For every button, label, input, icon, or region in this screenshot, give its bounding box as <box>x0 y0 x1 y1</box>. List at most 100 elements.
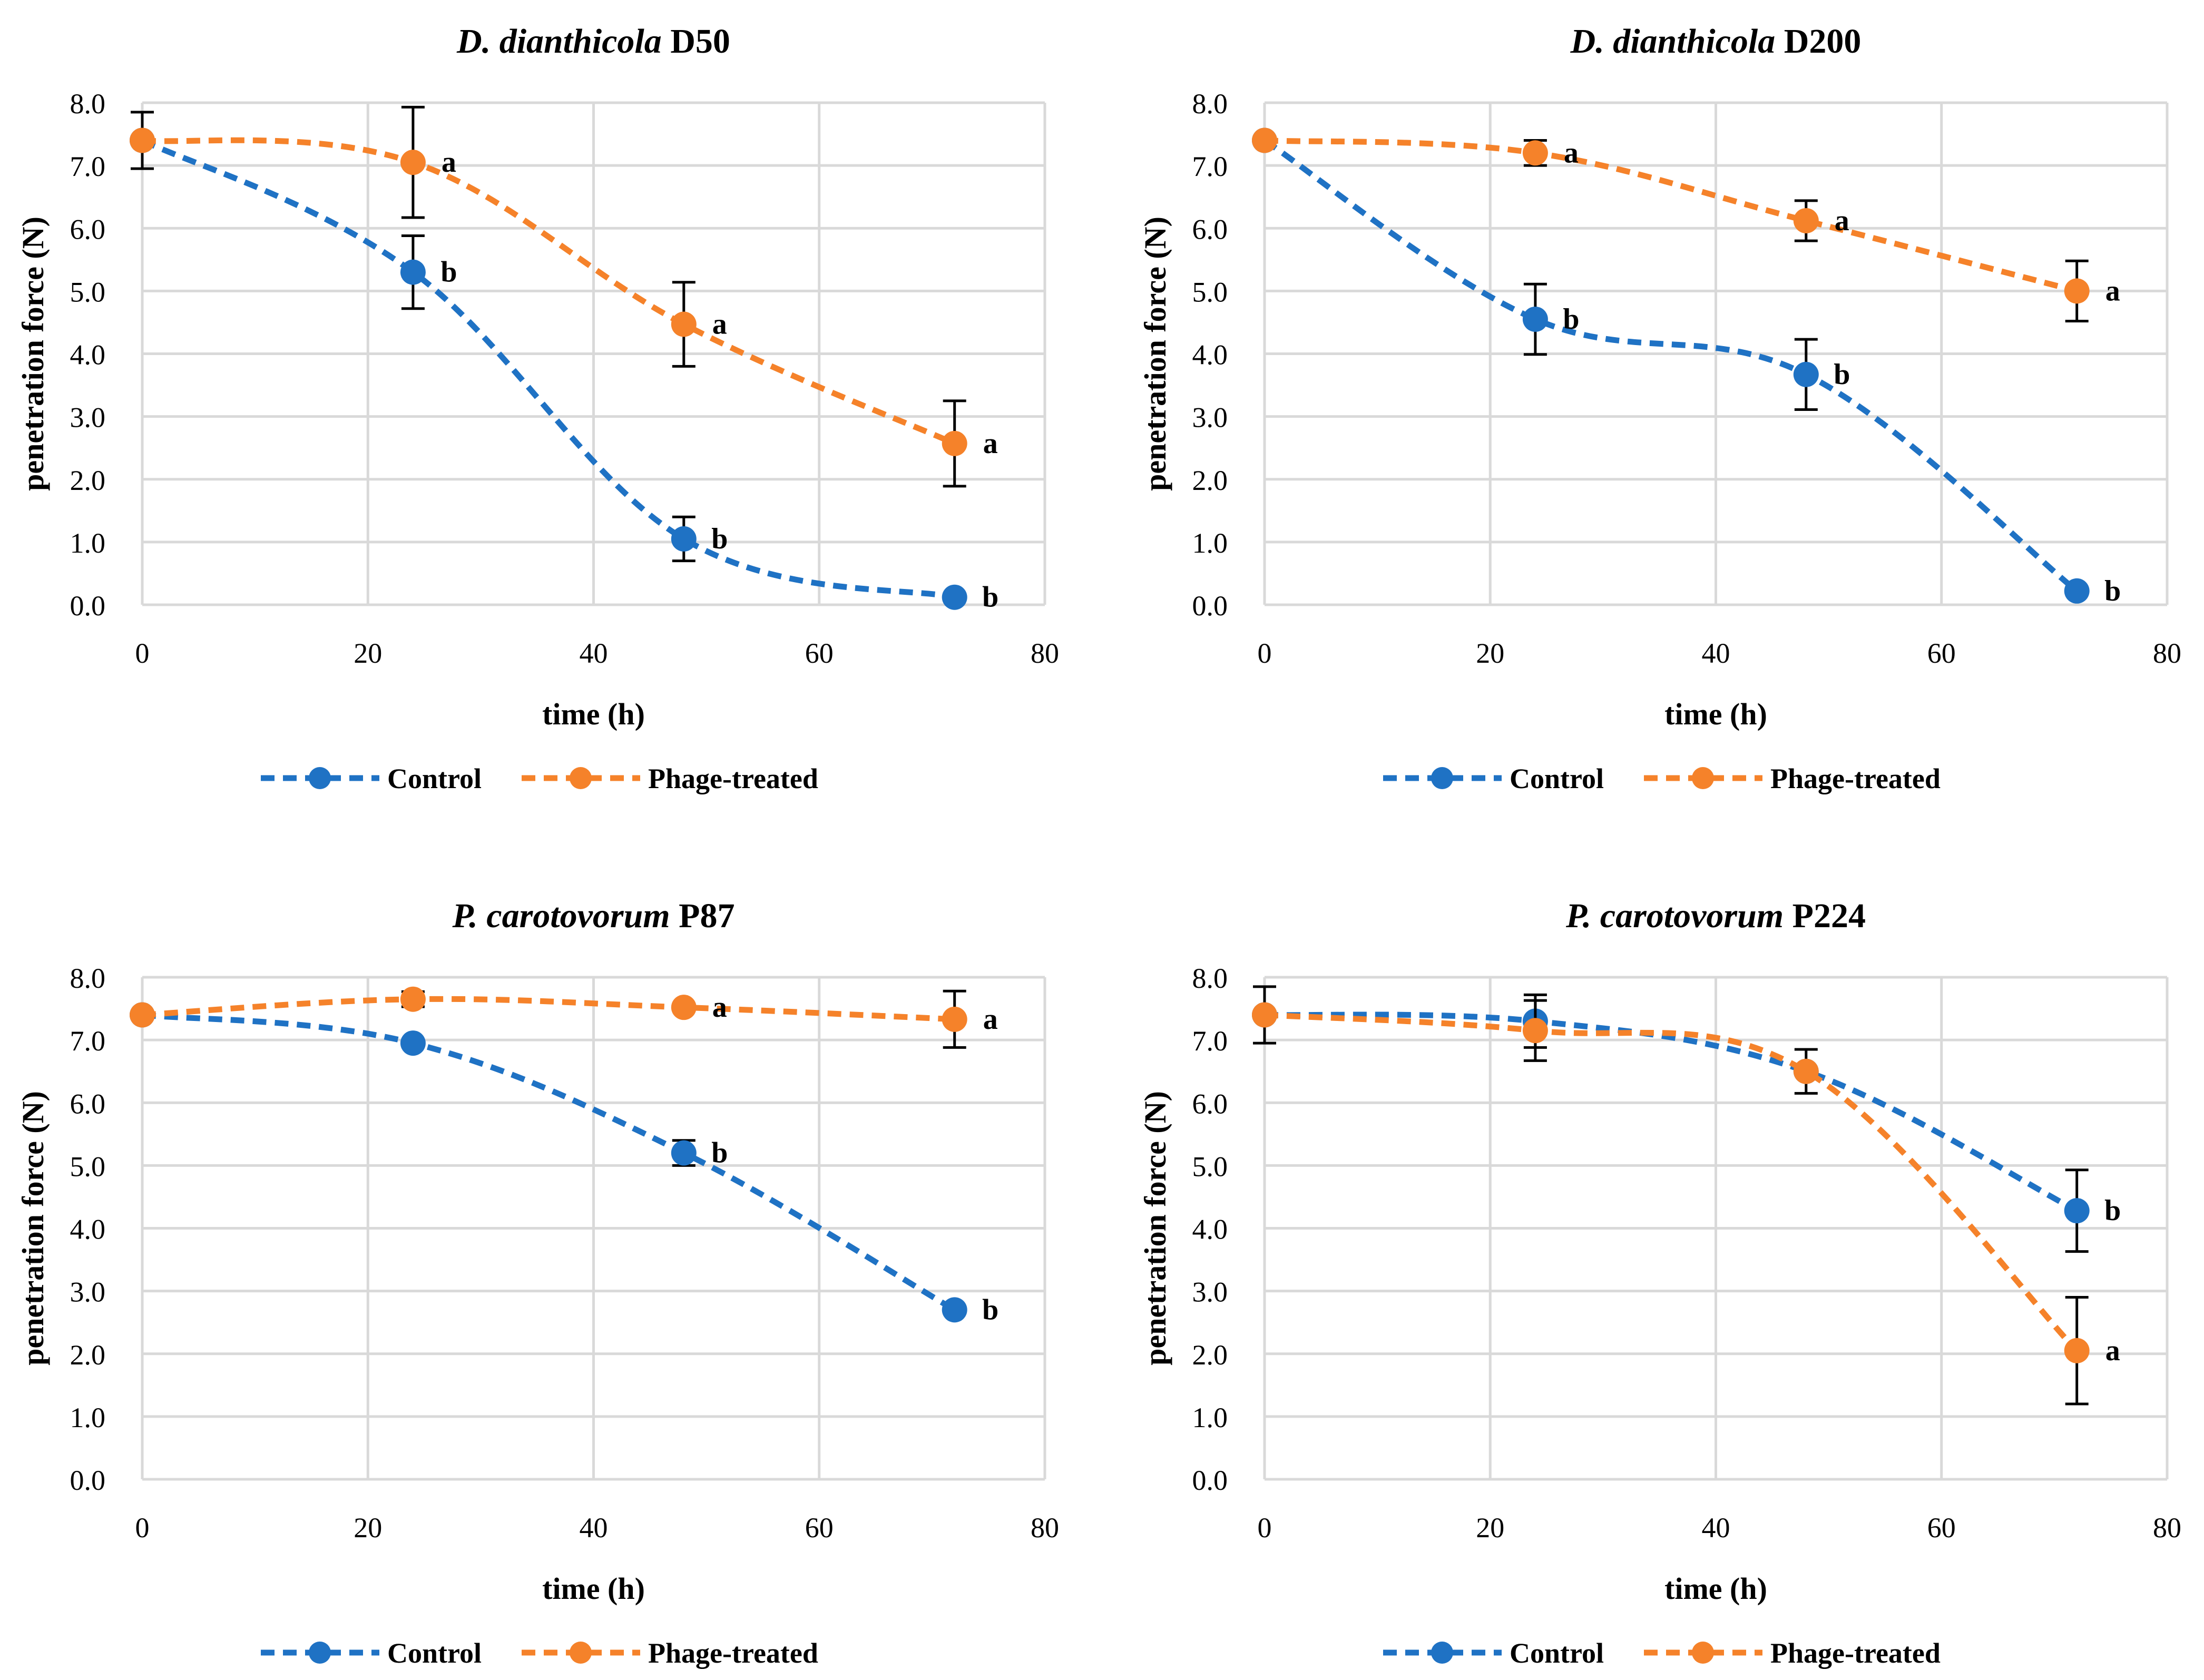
x-tick-label: 20 <box>1476 637 1504 669</box>
legend: Control Phage-treated <box>261 763 818 794</box>
data-point <box>671 526 697 552</box>
data-point <box>942 1297 967 1323</box>
chart-title: P. carotovorum P87 <box>452 897 735 935</box>
x-tick-label: 60 <box>805 637 834 669</box>
y-tick-label: 7.0 <box>1192 151 1228 182</box>
data-point <box>1793 361 1819 387</box>
series-control: bb <box>130 1002 998 1326</box>
significance-letter: b <box>2104 1194 2121 1227</box>
chart-title-strain: D50 <box>670 22 730 61</box>
y-tick-label: 2.0 <box>1192 465 1228 496</box>
x-tick-label: 40 <box>1702 637 1730 669</box>
significance-letter: a <box>1835 204 1849 237</box>
y-tick-label: 4.0 <box>70 339 106 371</box>
legend-label: Control <box>387 763 482 794</box>
chart-panel-4: P. carotovorum P224 0.0 1.0 2.0 3.0 4.0 5.0 6.0… <box>1138 897 2181 1669</box>
data-point <box>942 584 967 610</box>
legend-swatch-marker <box>309 767 331 789</box>
y-tick-label: 2.0 <box>70 1339 106 1371</box>
significance-letter: a <box>2105 274 2120 307</box>
series-phage-treated: a a a <box>130 105 998 488</box>
legend-label: Control <box>1510 763 1604 794</box>
data-point <box>1522 1018 1548 1044</box>
data-point <box>1793 208 1819 233</box>
x-axis-label: time (h) <box>1664 697 1767 731</box>
y-tick-label: 5.0 <box>70 1151 106 1182</box>
legend-label: Phage-treated <box>1770 1637 1941 1669</box>
legend-label: Control <box>387 1637 482 1669</box>
legend: Control Phage-treated <box>1383 763 1941 794</box>
series-control: b <box>1252 985 2121 1253</box>
y-tick-label: 6.0 <box>1192 1088 1228 1119</box>
x-axis-label: time (h) <box>542 1571 645 1606</box>
y-tick-label: 6.0 <box>70 1088 106 1119</box>
y-tick-label: 3.0 <box>1192 1276 1228 1308</box>
series-line <box>1264 1012 2079 1353</box>
y-tick-label: 8.0 <box>70 88 106 120</box>
chart-title-strain: D200 <box>1784 22 1862 61</box>
y-tick-label: 8.0 <box>70 962 106 994</box>
y-tick-label: 6.0 <box>70 213 106 245</box>
significance-letter: a <box>442 146 456 179</box>
data-point <box>2064 578 2090 604</box>
significance-letter: b <box>440 256 457 289</box>
legend-label: Phage-treated <box>648 763 818 794</box>
data-point <box>400 259 426 285</box>
data-point <box>1793 1058 1819 1084</box>
significance-letter: a <box>983 1003 998 1036</box>
y-tick-label: 3.0 <box>70 402 106 434</box>
data-point <box>942 1006 967 1032</box>
legend-swatch-marker <box>1431 767 1453 789</box>
data-point <box>671 995 697 1020</box>
chart-panel-2: D. dianthicola D200 0.0 1.0 2.0 3.0 4.0 5.0 6.0… <box>1138 22 2181 794</box>
x-tick-label: 0 <box>1258 1512 1272 1544</box>
y-tick-label: 8.0 <box>1192 962 1228 994</box>
chart-title: D. dianthicola D50 <box>456 22 730 61</box>
y-axis-label: penetration force (N) <box>16 1091 50 1365</box>
legend-swatch-marker <box>1431 1642 1453 1664</box>
significance-letter: a <box>2105 1334 2120 1367</box>
legend-swatch-marker <box>1692 1642 1714 1664</box>
y-tick-label: 5.0 <box>70 276 106 308</box>
data-point <box>400 986 426 1012</box>
chart-panel-3: P. carotovorum P87 0.0 1.0 2.0 3.0 4.0 5.0 6.0 7… <box>16 897 1059 1669</box>
legend: Control Phage-treated <box>1383 1637 1941 1669</box>
x-tick-label: 80 <box>1031 1512 1059 1544</box>
x-tick-label: 20 <box>354 637 382 669</box>
data-point <box>130 127 155 153</box>
y-tick-label: 5.0 <box>1192 1151 1228 1182</box>
series-control: b b b <box>1252 127 2121 607</box>
y-tick-label: 2.0 <box>70 465 106 496</box>
x-tick-label: 60 <box>805 1512 834 1544</box>
series-phage-treated: a <box>1252 999 2120 1406</box>
y-tick-label: 2.0 <box>1192 1339 1228 1371</box>
legend-label: Phage-treated <box>648 1637 818 1669</box>
data-point <box>1252 127 1277 153</box>
y-tick-label: 0.0 <box>1192 1465 1228 1496</box>
chart-title: P. carotovorum P224 <box>1565 897 1866 935</box>
y-tick-label: 3.0 <box>1192 402 1228 434</box>
x-tick-label: 40 <box>580 637 608 669</box>
y-tick-label: 7.0 <box>1192 1025 1228 1057</box>
legend-swatch-marker <box>570 1642 592 1664</box>
significance-letter: a <box>1564 136 1579 169</box>
series-phage-treated: a a a <box>1252 127 2120 323</box>
chart-panel-1: D. dianthicola D50 0.0 1.0 2.0 3.0 4.0 5.0 6.0 7… <box>16 22 1059 794</box>
y-tick-label: 0.0 <box>70 1465 106 1496</box>
y-axis-label: penetration force (N) <box>1138 1091 1172 1365</box>
data-point <box>2064 1338 2090 1363</box>
x-tick-label: 20 <box>1476 1512 1504 1544</box>
series-line <box>1264 1011 2079 1213</box>
y-tick-label: 1.0 <box>1192 527 1228 559</box>
data-point <box>400 150 426 175</box>
x-tick-label: 0 <box>135 637 150 669</box>
data-point <box>1522 140 1548 166</box>
x-tick-label: 60 <box>1927 637 1956 669</box>
y-tick-label: 4.0 <box>70 1214 106 1245</box>
significance-letter: a <box>712 308 727 341</box>
data-point <box>2064 278 2090 304</box>
y-tick-label: 1.0 <box>70 1402 106 1433</box>
legend: Control Phage-treated <box>261 1637 818 1669</box>
